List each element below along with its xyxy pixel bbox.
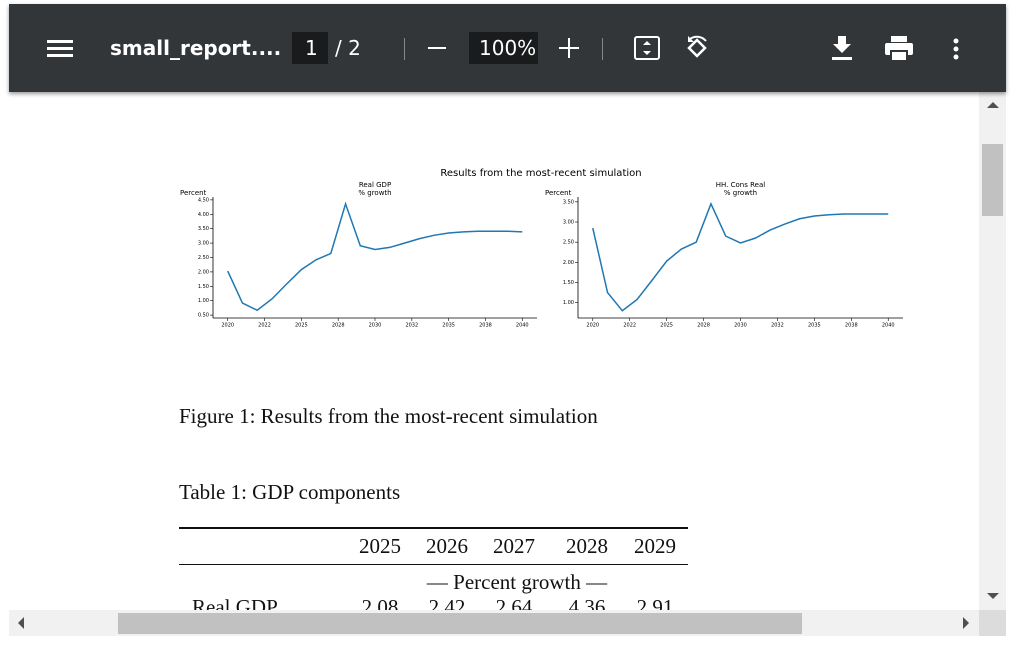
column-header: 2026 [426,534,468,558]
more-button[interactable] [952,38,960,60]
y-tick-label: 2.00 [198,269,209,275]
column-header: 2029 [634,534,676,558]
x-tick-label: 2040 [516,323,529,329]
row-label: Real GDP [192,595,278,610]
figure: Results from the most-recent simulation … [180,168,903,329]
vertical-scrollbar[interactable] [979,92,1006,610]
separator [404,38,405,60]
chart-subtitle: % growth [724,189,757,197]
page-input[interactable]: 1 [292,32,328,64]
y-tick-label: 0.50 [198,313,209,319]
rotate-button[interactable] [682,33,712,63]
x-tick-label: 2032 [405,323,418,329]
x-tick-label: 2025 [295,323,308,329]
toolbar: small_report.... 1 / 2 100% [9,4,1006,92]
column-header: 2027 [493,534,535,558]
figure-title: Results from the most-recent simulation [440,168,641,179]
x-tick-label: 2035 [808,323,821,329]
table-cell: 2.42 [428,595,466,610]
y-tick-label: 4.00 [198,212,209,218]
menu-button[interactable] [47,38,73,58]
y-tick-label: 1.50 [563,280,574,286]
x-tick-label: 2020 [586,323,599,329]
x-tick-label: 2040 [882,323,895,329]
y-tick-label: 2.50 [563,240,574,246]
zoom-out-button[interactable] [428,47,446,49]
column-header: 2025 [359,534,401,558]
y-tick-label: 2.50 [198,255,209,261]
table-rule [179,527,688,529]
file-name: small_report.... [110,36,282,60]
x-tick-label: 2022 [623,323,636,329]
document-page: Results from the most-recent simulation … [9,92,979,610]
figure-caption: Figure 1: Results from the most-recent s… [179,404,598,428]
x-tick-label: 2025 [660,323,673,329]
y-tick-label: 1.00 [198,298,209,304]
x-tick-label: 2035 [442,323,455,329]
scroll-corner [979,610,1006,636]
table-cell: 4.36 [568,595,606,610]
zoom-value[interactable]: 100% [479,36,537,60]
y-axis-label: Percent [180,189,207,197]
x-tick-label: 2030 [369,323,382,329]
zoom-in-button[interactable] [559,38,579,58]
line-series [592,201,889,312]
chart-subtitle: HH. Cons Real [716,181,765,189]
page-number[interactable]: 1 [305,36,318,60]
x-tick-label: 2032 [771,323,784,329]
x-tick-label: 2038 [479,323,492,329]
chart-subtitle: % growth [358,189,391,197]
table-caption: Table 1: GDP components [179,480,401,504]
page-count: / 2 [335,36,361,60]
y-tick-label: 3.50 [198,226,209,232]
horizontal-scrollbar[interactable] [9,610,979,636]
table-cell: 2.08 [361,595,399,610]
y-tick-label: 4.50 [198,197,209,203]
print-button[interactable] [885,36,913,62]
y-axis-label: Percent [545,189,572,197]
y-tick-label: 3.00 [563,220,574,226]
download-button[interactable] [831,36,853,60]
fit-button[interactable] [633,34,661,62]
group-label: — Percent growth — [426,570,608,594]
scroll-thumb[interactable] [118,613,802,634]
line-series [227,201,523,312]
y-tick-label: 3.00 [198,241,209,247]
chart-subtitle: Real GDP [359,181,391,189]
column-header: 2028 [566,534,608,558]
separator [602,38,603,60]
x-tick-label: 2028 [332,323,345,329]
scroll-thumb[interactable] [982,144,1003,216]
y-tick-label: 1.50 [198,284,209,290]
x-tick-label: 2022 [258,323,271,329]
y-tick-label: 1.00 [563,300,574,306]
table-cell: 2.91 [636,595,674,610]
x-tick-label: 2028 [697,323,710,329]
y-tick-label: 2.00 [563,260,574,266]
x-tick-label: 2020 [221,323,234,329]
table-rule [179,564,688,565]
table-cell: 2.64 [495,595,533,610]
y-tick-label: 3.50 [563,199,574,205]
zoom-input[interactable]: 100% [469,32,538,64]
x-tick-label: 2030 [734,323,747,329]
x-tick-label: 2038 [845,323,858,329]
